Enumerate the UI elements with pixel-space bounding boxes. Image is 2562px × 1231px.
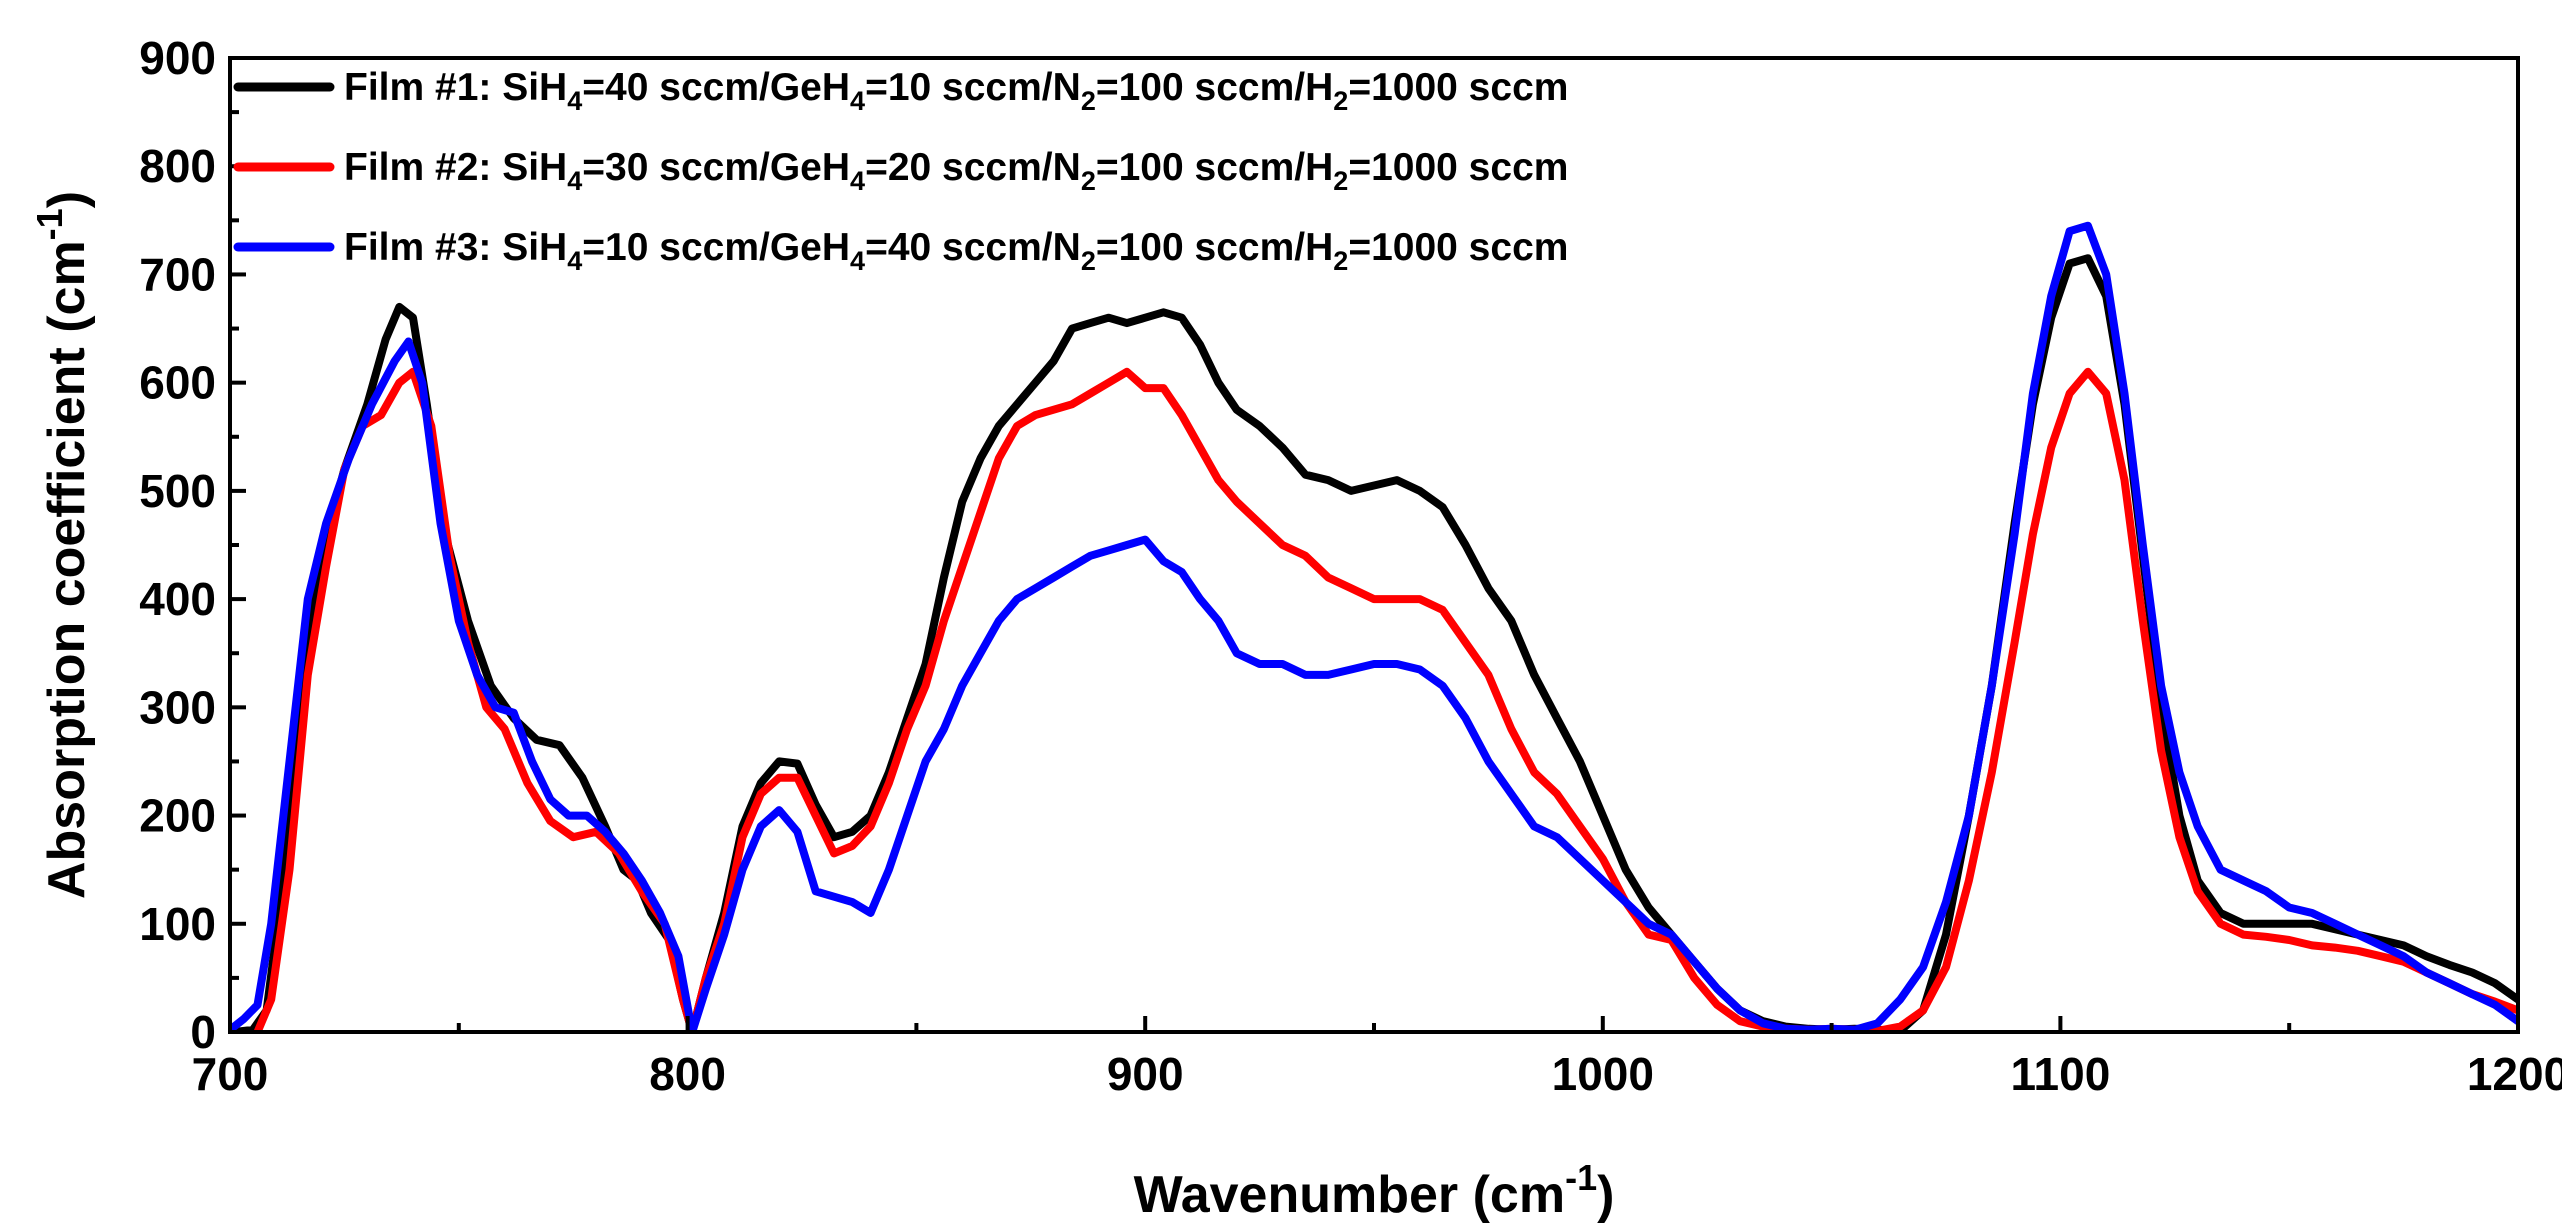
- legend: Film #1: SiH4=40 sccm/GeH4=10 sccm/N2=10…: [233, 66, 1568, 276]
- x-tick-label-1100: 1100: [2011, 1048, 2111, 1100]
- legend-item-film-1: Film #1: SiH4=40 sccm/GeH4=10 sccm/N2=10…: [233, 66, 1568, 116]
- series-line-film-1: [230, 254, 2518, 1032]
- legend-label: Film #1: SiH4=40 sccm/GeH4=10 sccm/N2=10…: [344, 66, 1568, 116]
- series-layer: [230, 221, 2518, 1032]
- y-tick-label-600: 600: [139, 357, 216, 409]
- y-tick-label-700: 700: [139, 248, 216, 300]
- tick-layer: 700 800 900 1000 1100 1200 0 100 200 300 400 500 600…: [139, 32, 2562, 1100]
- x-axis-title-close: ): [1597, 1166, 1614, 1224]
- y-axis-title-close: ): [38, 191, 96, 208]
- x-tick-label-1000: 1000: [1552, 1048, 1654, 1100]
- y-tick-label-300: 300: [139, 681, 216, 733]
- y-axis-title: Absorption coefficient (cm-1): [29, 191, 96, 899]
- x-tick-label-1200: 1200: [2467, 1048, 2562, 1100]
- legend-label: Film #3: SiH4=10 sccm/GeH4=40 sccm/N2=10…: [344, 226, 1568, 276]
- plot-frame: [228, 56, 2520, 1034]
- x-axis-title: Wavenumber (cm-1): [1134, 1157, 1615, 1224]
- x-axis-title-main: Wavenumber (cm: [1134, 1166, 1566, 1224]
- series-line-film-2: [253, 367, 2518, 1032]
- y-tick-label-200: 200: [139, 790, 216, 842]
- legend-item-film-2: Film #2: SiH4=30 sccm/GeH4=20 sccm/N2=10…: [233, 146, 1568, 196]
- x-tick-label-700: 700: [192, 1048, 269, 1100]
- y-tick-label-100: 100: [139, 898, 216, 950]
- series-line-film-3: [230, 221, 2518, 1032]
- y-tick-label-800: 800: [139, 140, 216, 192]
- x-tick-label-800: 800: [649, 1048, 726, 1100]
- y-tick-label-500: 500: [139, 465, 216, 517]
- legend-item-film-3: Film #3: SiH4=10 sccm/GeH4=40 sccm/N2=10…: [233, 226, 1568, 276]
- y-tick-label-400: 400: [139, 573, 216, 625]
- legend-label: Film #2: SiH4=30 sccm/GeH4=20 sccm/N2=10…: [344, 146, 1568, 196]
- y-axis-title-main: Absorption coefficient (cm: [38, 240, 96, 899]
- x-axis-title-sup: -1: [1565, 1157, 1597, 1198]
- y-tick-label-0: 0: [190, 1006, 216, 1058]
- y-axis-title-sup: -1: [29, 208, 70, 240]
- x-tick-label-900: 900: [1107, 1048, 1184, 1100]
- y-tick-label-900: 900: [139, 32, 216, 84]
